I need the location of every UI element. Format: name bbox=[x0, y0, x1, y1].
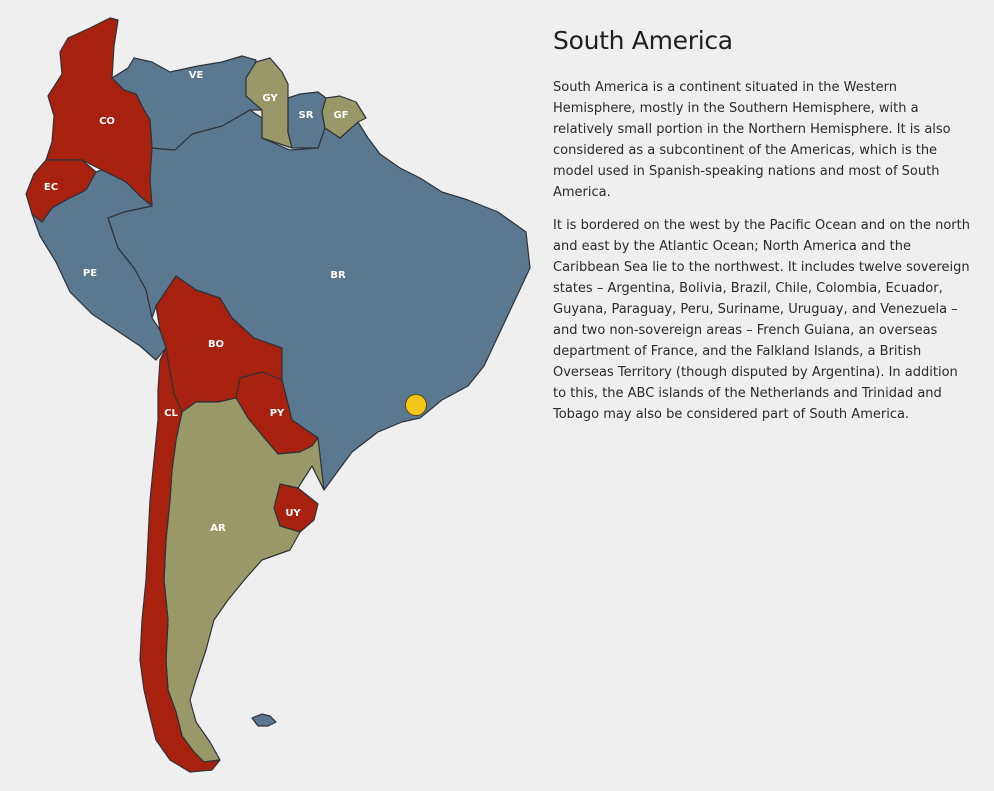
country-fk[interactable] bbox=[251, 713, 277, 727]
country-ar[interactable] bbox=[163, 397, 325, 763]
country-cl[interactable] bbox=[139, 347, 221, 773]
south-america-map: VE GY SR GF CO EC PE BR BO CL PY UY AR bbox=[25, 17, 531, 773]
info-panel: South America South America is a contine… bbox=[553, 26, 973, 437]
description-paragraph-1: South America is a continent situated in… bbox=[553, 80, 951, 200]
country-pe[interactable] bbox=[31, 169, 167, 361]
country-uy[interactable] bbox=[273, 483, 319, 533]
description-paragraph-2: It is bordered on the west by the Pacifi… bbox=[553, 218, 970, 422]
page-title: South America bbox=[553, 26, 733, 55]
location-dot-icon[interactable] bbox=[405, 394, 427, 416]
country-sr[interactable] bbox=[287, 91, 327, 149]
country-gf[interactable] bbox=[321, 95, 367, 139]
